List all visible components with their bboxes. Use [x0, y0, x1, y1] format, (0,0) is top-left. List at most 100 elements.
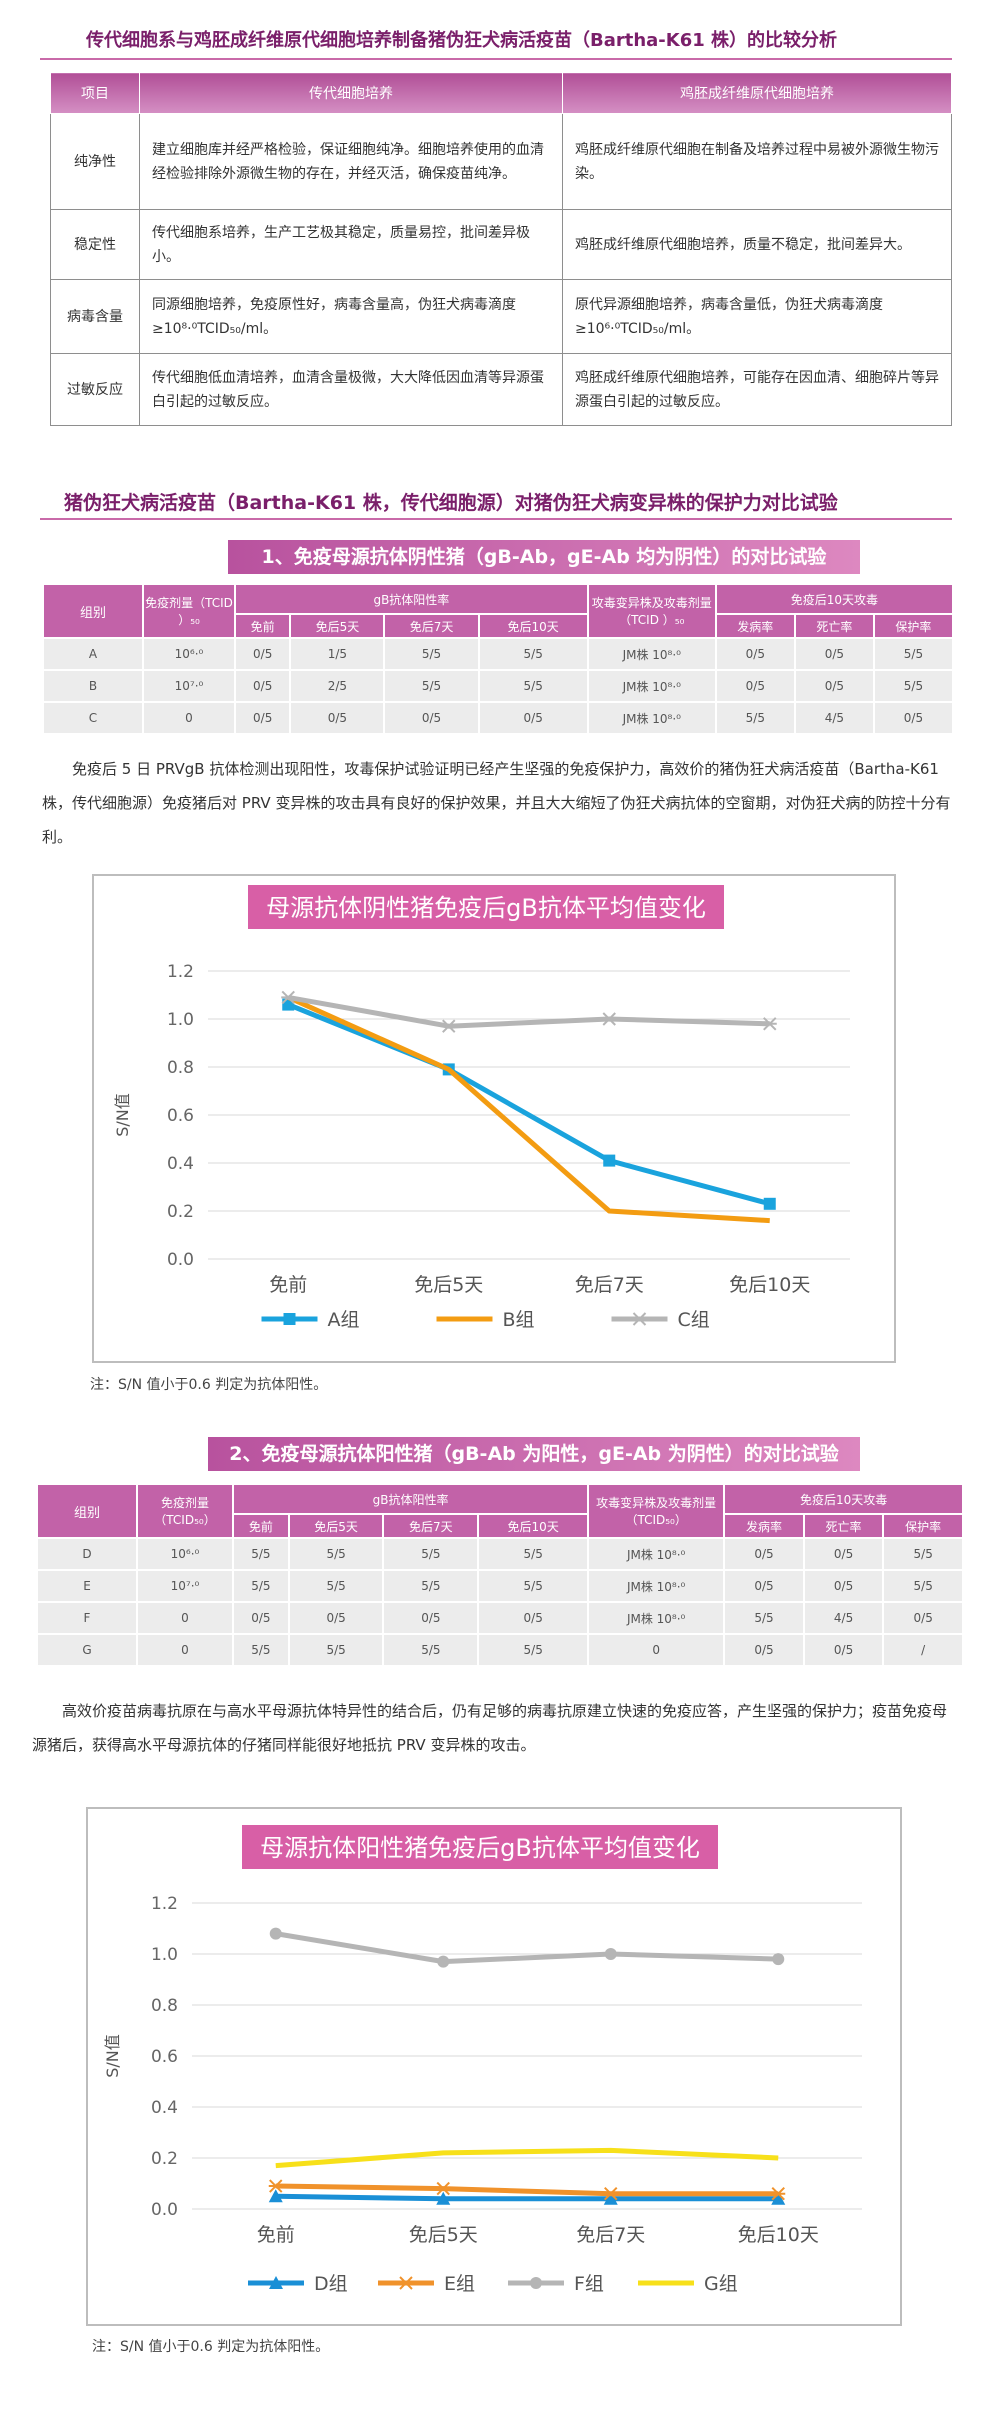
row-primary-text: 鸡胚成纤维原代细胞培养，质量不稳定，批间差异大。: [562, 209, 952, 280]
y-tick-label: 0.0: [151, 2200, 178, 2220]
th-dose: 免疫剂量（TCID₅₀）: [136, 1483, 234, 1539]
y-tick-label: 0.2: [167, 1202, 194, 1222]
th-gb: gB抗体阳性率: [234, 583, 589, 615]
th-group: 组别: [42, 583, 144, 639]
data-point: [269, 1927, 282, 1940]
data-point: [441, 1019, 456, 1033]
series-line: [275, 2147, 779, 2169]
cell: 5/5: [872, 669, 955, 703]
header-item: 项目: [50, 72, 140, 114]
cell: 5/5: [882, 1569, 964, 1603]
cell: 0/5: [802, 1569, 885, 1603]
table-row: A 10⁶·⁰ 0/5 1/5 5/5 5/5 JM株 10⁸·⁰ 0/5 0/5 5/5: [42, 637, 955, 671]
data-point: [762, 1017, 777, 1031]
data-point: [399, 2276, 413, 2290]
chart-title-bg: [242, 1825, 718, 1869]
cell: 0/5: [383, 701, 480, 735]
header-primary-cell: 鸡胚成纤维原代细胞培养: [562, 72, 952, 114]
series-line: [275, 2183, 779, 2197]
cell: JM株 10⁸·⁰: [586, 669, 717, 703]
x-tick-label: 免后10天: [729, 1274, 810, 1296]
cell: 5/5: [714, 701, 796, 735]
chart2-frame: 母源抗体阳性猪免疫后gB抗体平均值变化 0.0 0.2 0.4 0.6 0.8 1.0 1.2…: [86, 1807, 902, 2326]
x-tick-label: 免后5天: [409, 2224, 478, 2246]
comparison-table: 项目 传代细胞培养 鸡胚成纤维原代细胞培养 纯净性 建立细胞库并经严格检验，保证…: [50, 72, 952, 426]
table-row: F 0 0/5 0/5 0/5 0/5 JM株 10⁸·⁰ 5/5 4/5 0/5: [36, 1601, 964, 1635]
cell: 0/5: [802, 1633, 885, 1667]
cell: 10⁷·⁰: [142, 669, 236, 703]
cell: 0: [136, 1633, 234, 1667]
th-challenge: 攻毒变异株及攻毒剂量（TCID ）₅₀: [586, 583, 717, 639]
legend-label: B组: [503, 1309, 535, 1331]
cell: 0/5: [477, 1601, 590, 1635]
y-axis-label: S/N值: [113, 1093, 132, 1137]
th-gb-col: 免后5天: [289, 613, 386, 639]
cell: 0/5: [382, 1601, 480, 1635]
cell: /: [882, 1633, 964, 1667]
cell: 0/5: [233, 701, 292, 735]
cell: 0/5: [723, 1633, 805, 1667]
th-after-col: 发病率: [723, 1513, 805, 1539]
row-passage-text: 同源细胞培养，免疫原性好，病毒含量高，伪狂犬病毒滴度≥10⁸·⁰TCID₅₀/m…: [139, 279, 563, 354]
x-tick-label: 免后7天: [576, 2224, 645, 2246]
data-point: [602, 1012, 617, 1026]
row-item: 稳定性: [50, 209, 140, 280]
cell: E: [36, 1569, 138, 1603]
chart-title: 母源抗体阴性猪免疫后gB抗体平均值变化: [266, 894, 706, 922]
trial2-note: 注：S/N 值小于0.6 判定为抗体阳性。: [92, 2339, 330, 2355]
data-point: [603, 2191, 618, 2205]
row-passage-text: 传代细胞系培养，生产工艺极其稳定，质量易控，批间差异极小。: [139, 209, 563, 280]
cell: 0/5: [233, 637, 292, 671]
y-tick-label: 0.4: [167, 1154, 194, 1174]
legend-label: C组: [678, 1309, 710, 1331]
th-gb-col: 免后5天: [287, 1513, 385, 1539]
table-row: 稳定性 传代细胞系培养，生产工艺极其稳定，质量易控，批间差异极小。 鸡胚成纤维原…: [50, 209, 952, 280]
data-point: [632, 1312, 647, 1326]
cell: 10⁶·⁰: [136, 1537, 234, 1571]
th-group: 组别: [36, 1483, 138, 1539]
th-gb-col: 免后10天: [477, 1513, 590, 1539]
x-tick-label: 免前: [257, 2224, 295, 2246]
cell: 5/5: [382, 1633, 480, 1667]
chart-title: 母源抗体阳性猪免疫后gB抗体平均值变化: [260, 1834, 700, 1862]
section2-title: 猪伪狂犬病活疫苗（Bartha-K61 株，传代细胞源）对猪伪狂犬病变异株的保护…: [64, 492, 838, 514]
row-primary-text: 鸡胚成纤维原代细胞在制备及培养过程中易被外源微生物污染。: [562, 113, 952, 210]
data-point: [771, 2186, 786, 2201]
cell: 5/5: [383, 669, 480, 703]
data-point: [436, 2191, 451, 2205]
cell: 0: [142, 701, 236, 735]
cell: 0/5: [793, 669, 875, 703]
th-after: 免疫后10天攻毒: [714, 583, 955, 615]
series-line: [287, 994, 770, 1029]
th-after-col: 保护率: [872, 613, 955, 639]
row-item: 病毒含量: [50, 279, 140, 354]
x-tick-label: 免后5天: [414, 1274, 483, 1296]
chart-title-bg: [248, 885, 724, 929]
data-point: [436, 2181, 451, 2196]
section2-underline: [40, 518, 952, 520]
cell: C: [42, 701, 144, 735]
cell: 5/5: [232, 1633, 290, 1667]
y-tick-label: 0.0: [167, 1250, 194, 1270]
y-tick-label: 0.6: [167, 1106, 194, 1126]
th-after-col: 死亡率: [793, 613, 875, 639]
row-item: 纯净性: [50, 113, 140, 210]
cell: 5/5: [477, 669, 589, 703]
cell: JM株 10⁸·⁰: [587, 1569, 726, 1603]
cell: 5/5: [232, 1569, 290, 1603]
table-row: G 0 5/5 5/5 5/5 5/5 0 0/5 0/5/: [36, 1633, 964, 1667]
cell: 5/5: [287, 1569, 385, 1603]
table-row: C 0 0/5 0/5 0/5 0/5 JM株 10⁸·⁰ 5/5 4/5 0/5: [42, 701, 955, 735]
cell: JM株 10⁸·⁰: [586, 637, 717, 671]
chart1: 母源抗体阴性猪免疫后gB抗体平均值变化 0.0 0.2 0.4 0.6 0.8 1.0 1.2…: [113, 885, 850, 1331]
series-line: [287, 1002, 771, 1207]
th-after-col: 保护率: [882, 1513, 964, 1539]
table-row: B 10⁷·⁰ 0/5 2/5 5/5 5/5 JM株 10⁸·⁰ 0/5 0/5 5/5: [42, 669, 955, 703]
cell: 0/5: [477, 701, 589, 735]
trial2-paragraph: 高效价疫苗病毒抗原在与高水平母源抗体特异性的结合后，仍有足够的病毒抗原建立快速的…: [32, 1702, 948, 1754]
th-gb: gB抗体阳性率: [231, 1483, 590, 1515]
cell: 0: [587, 1633, 726, 1667]
trial2-table: 组别 免疫剂量（TCID₅₀） gB抗体阳性率 攻毒变异株及攻毒剂量（TCID₅…: [36, 1483, 964, 1667]
series-line: [275, 2193, 779, 2202]
y-tick-label: 1.2: [151, 1894, 178, 1914]
